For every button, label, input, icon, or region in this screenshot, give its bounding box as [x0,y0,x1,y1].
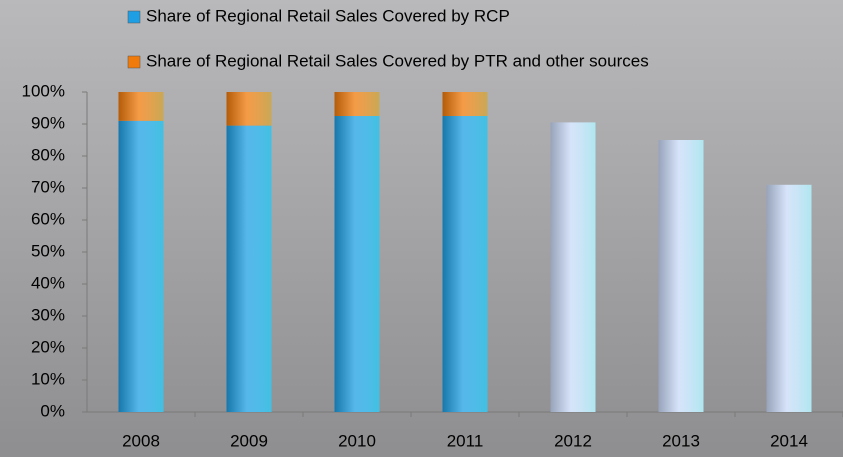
y-tick-label: 50% [31,241,65,260]
y-tick-label: 40% [31,273,65,292]
x-tick-label: 2014 [770,431,808,450]
bar-shine [226,125,272,412]
bar-shine [442,116,488,412]
y-tick-label: 20% [31,337,65,356]
x-tick-label: 2010 [338,431,376,450]
legend-swatch [127,10,141,24]
y-tick-label: 30% [31,305,65,324]
legend-swatch [127,55,141,69]
y-tick-label: 70% [31,177,65,196]
bar-shine [550,122,596,413]
bar-shine [334,116,380,412]
legend-label: Share of Regional Retail Sales Covered b… [146,6,510,25]
x-tick-label: 2008 [122,431,160,450]
x-tick-label: 2013 [662,431,700,450]
bar-shine [766,184,812,412]
bar-shine [334,92,380,116]
bar-shine [658,140,704,412]
x-tick-label: 2012 [554,431,592,450]
y-tick-label: 90% [31,113,65,132]
y-tick-label: 60% [31,209,65,228]
bar-shine [118,120,164,413]
y-tick-label: 0% [40,401,65,420]
x-tick-label: 2011 [447,431,484,450]
bar-shine [442,92,488,116]
x-tick-label: 2009 [230,431,268,450]
bar-shine [118,92,164,121]
y-tick-label: 80% [31,145,65,164]
y-tick-label: 10% [31,369,65,388]
y-tick-label: 100% [22,81,65,100]
legend-label: Share of Regional Retail Sales Covered b… [146,51,649,70]
bar-shine [226,92,272,126]
